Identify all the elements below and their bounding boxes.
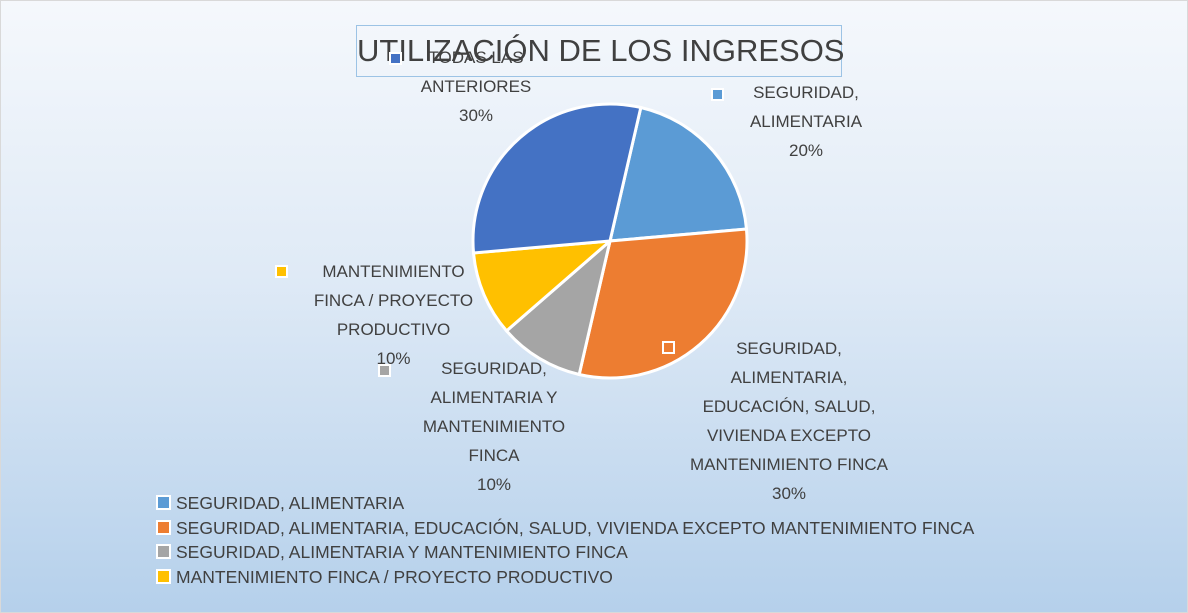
data-label-key (662, 341, 675, 354)
legend-swatch (156, 495, 171, 510)
data-label-value: 30% (771, 484, 807, 503)
data-label-name: SEGURIDAD, ALIMENTARIA (749, 83, 863, 131)
legend-swatch (156, 519, 171, 535)
pie-slice (471, 102, 643, 255)
data-label-value: 10% (476, 475, 512, 494)
legend-label: SEGURIDAD, ALIMENTARIA (176, 493, 405, 513)
legend-label: MANTENIMIENTO FINCA / PROYECTO PRODUCTIV… (176, 566, 613, 587)
legend-swatch (156, 544, 171, 559)
data-label-name: SEGURIDAD, ALIMENTARIA, EDUCACIÓN, SALUD… (689, 339, 889, 474)
data-label: TODAS LAS ANTERIORES 30% (406, 43, 546, 130)
data-label: MANTENIMIENTO FINCA / PROYECTO PRODUCTIV… (296, 257, 491, 373)
data-label-value: 30% (458, 106, 494, 125)
legend-entry: SEGURIDAD, ALIMENTARIA, EDUCACIÓN, SALUD… (156, 516, 1156, 541)
legend: SEGURIDAD, ALIMENTARIA SEGURIDAD, ALIMENT… (156, 491, 1156, 589)
data-label-name: SEGURIDAD, ALIMENTARIA Y MANTENIMIENTO F… (422, 359, 566, 465)
data-label-name: MANTENIMIENTO FINCA / PROYECTO PRODUCTIV… (313, 262, 474, 339)
legend-entry: MANTENIMIENTO FINCA / PROYECTO PRODUCTIV… (156, 565, 1156, 590)
legend-label: SEGURIDAD, ALIMENTARIA, EDUCACIÓN, SALUD… (176, 517, 975, 538)
data-label-key (711, 88, 724, 101)
chart-title: UTILIZACIÓN DE LOS INGRESOS (356, 25, 844, 77)
legend-entry: SEGURIDAD, ALIMENTARIA (156, 491, 1156, 516)
data-label-key (275, 265, 288, 278)
data-label-key (389, 52, 402, 65)
data-label: SEGURIDAD, ALIMENTARIA 20% (731, 78, 881, 165)
pie-slice (471, 239, 615, 333)
data-label-value: 10% (376, 349, 411, 368)
pie-slice (577, 227, 749, 380)
pie-slice (608, 105, 749, 243)
legend-swatch (156, 568, 171, 584)
legend-entry: SEGURIDAD, ALIMENTARIA Y MANTENIMIENTO F… (156, 540, 1156, 565)
data-label-key (378, 364, 391, 377)
data-label-value: 20% (788, 141, 824, 160)
data-label-name: TODAS LAS ANTERIORES (420, 48, 532, 96)
data-label: SEGURIDAD, ALIMENTARIA, EDUCACIÓN, SALUD… (689, 334, 889, 508)
data-label: SEGURIDAD, ALIMENTARIA Y MANTENIMIENTO F… (399, 354, 589, 499)
pie-slice (504, 236, 613, 377)
legend-label: SEGURIDAD, ALIMENTARIA Y MANTENIMIENTO F… (176, 542, 628, 562)
